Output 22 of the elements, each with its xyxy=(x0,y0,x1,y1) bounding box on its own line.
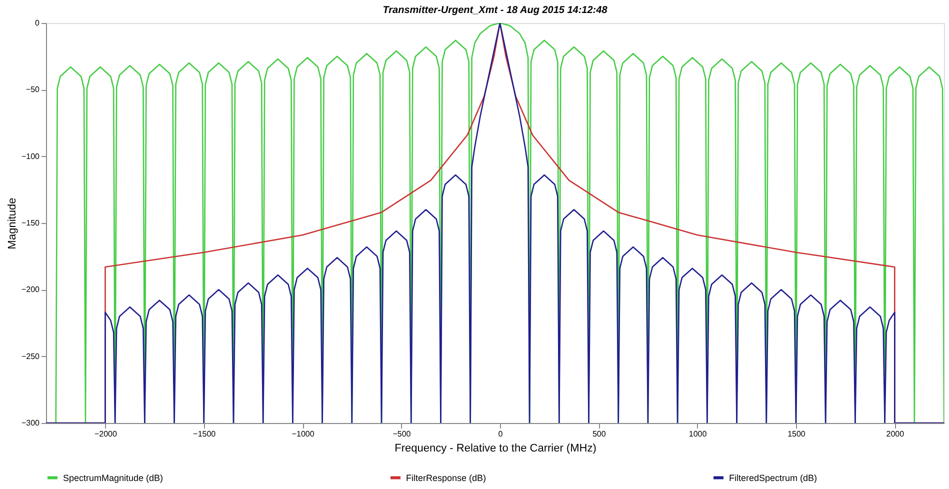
legend-label: FilterResponse (dB) xyxy=(406,472,486,483)
legend-label: FilteredSpectrum (dB) xyxy=(729,472,818,483)
x-tick-label: −1000 xyxy=(292,430,315,438)
y-tick-label: 0 xyxy=(35,18,40,28)
x-axis-title: Frequency - Relative to the Carrier (MHz) xyxy=(394,442,596,454)
x-tick-label: 0 xyxy=(498,430,504,438)
x-tick-label: 2000 xyxy=(886,430,905,438)
x-tick-label: −1500 xyxy=(193,430,216,438)
y-tick-label: −300 xyxy=(21,418,40,428)
y-axis-title: Magnitude xyxy=(6,198,18,250)
x-tick-label: 1500 xyxy=(788,430,806,438)
y-tick-label: −200 xyxy=(21,285,40,294)
x-tick-label: −2000 xyxy=(94,430,118,438)
x-tick-label: 1000 xyxy=(688,430,708,438)
x-tick-label: 500 xyxy=(592,430,606,438)
y-tick-label: −150 xyxy=(21,218,40,228)
chart-title: Transmitter-Urgent_Xmt - 18 Aug 2015 14:12:48 xyxy=(382,5,608,16)
y-tick-label: −250 xyxy=(21,352,40,361)
y-tick-label: −50 xyxy=(26,85,40,94)
legend-label: SpectrumMagnitude (dB) xyxy=(63,472,164,483)
x-tick-label: −500 xyxy=(392,430,412,438)
y-tick-label: −100 xyxy=(21,152,40,161)
